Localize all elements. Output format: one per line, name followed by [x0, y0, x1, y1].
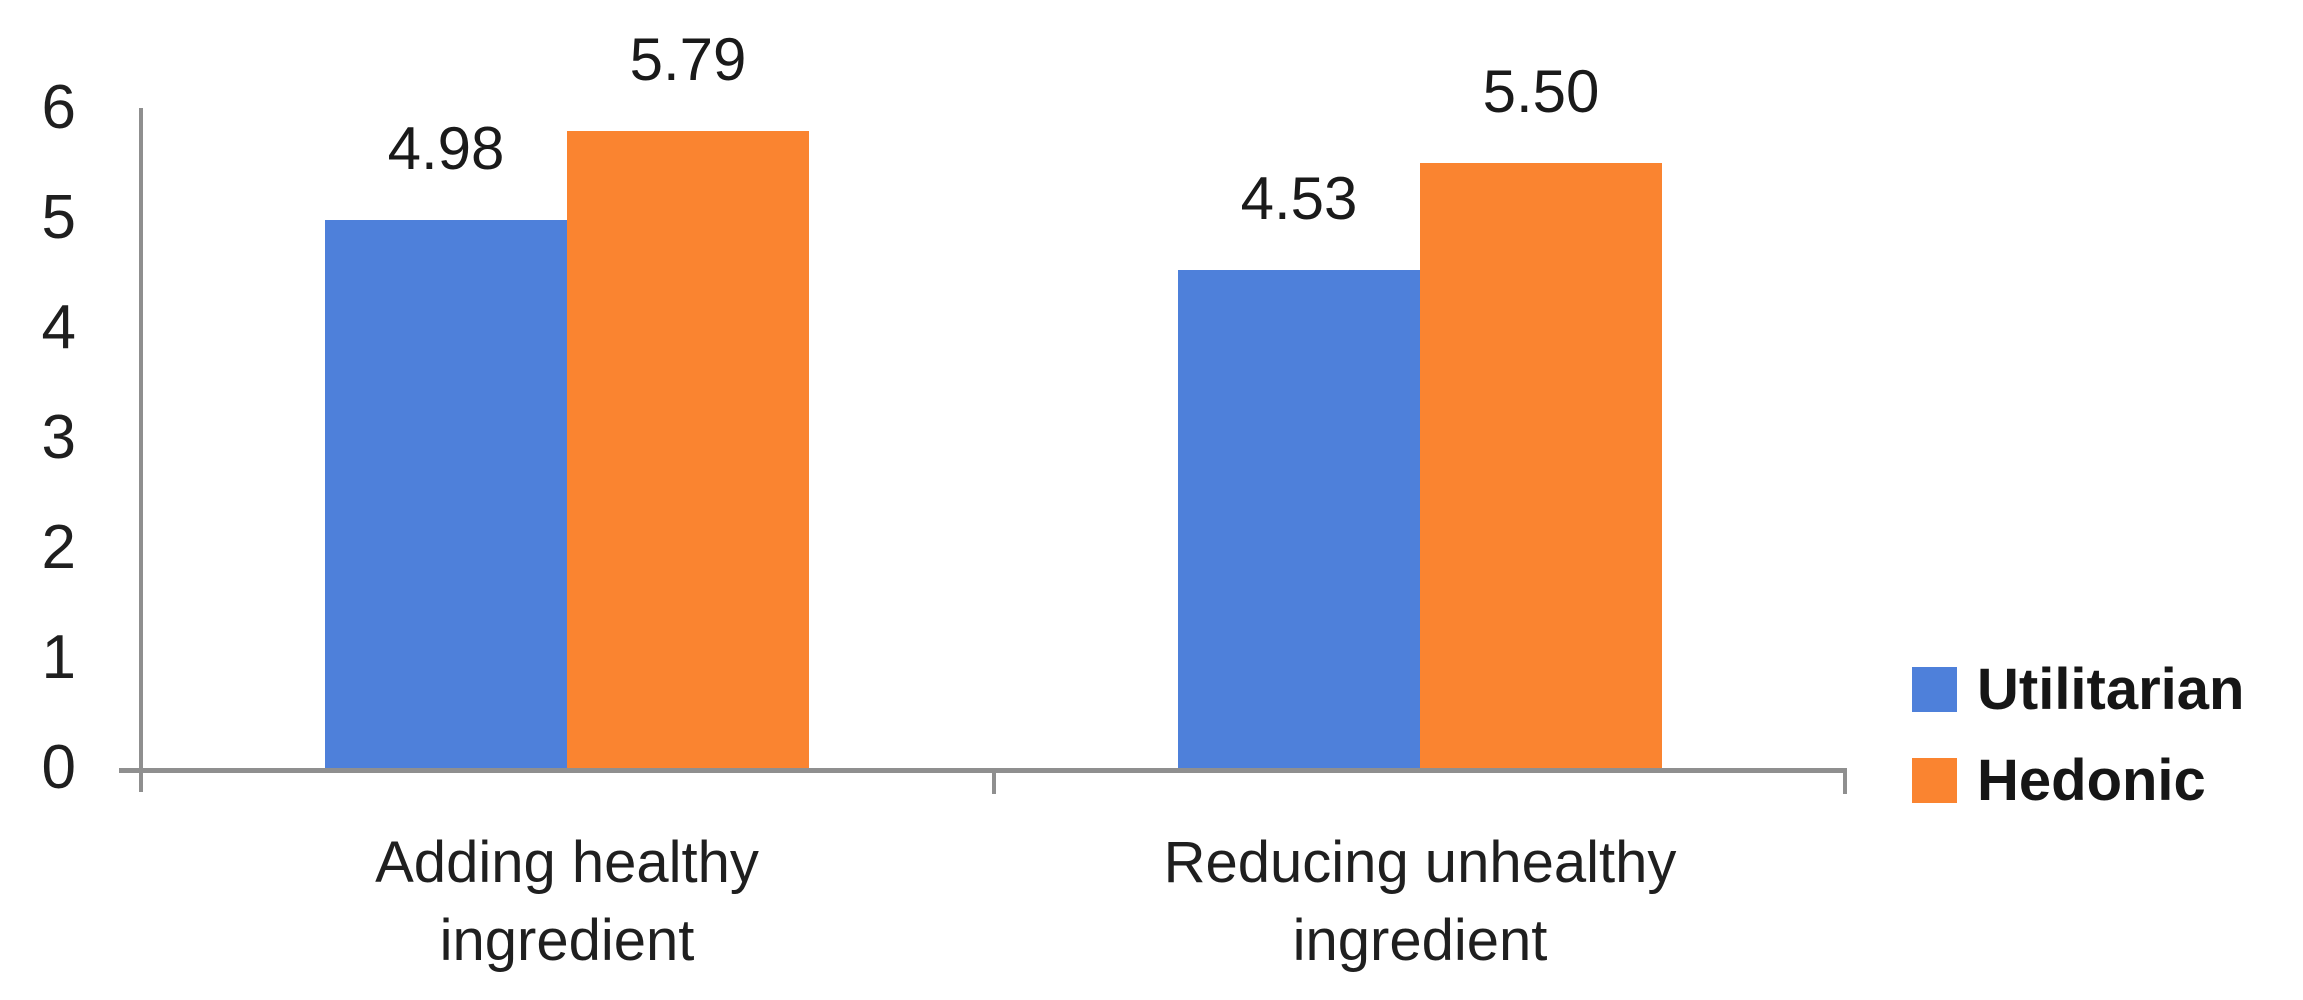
x-axis-tick: [992, 768, 996, 794]
legend-label: Utilitarian: [1977, 656, 2245, 722]
y-axis-tick-label: 6: [41, 73, 76, 142]
value-label-utilitarian-group1: 4.98: [387, 115, 505, 182]
y-axis-tick-label: 4: [41, 293, 76, 362]
y-axis-tick-label: 2: [41, 513, 76, 582]
legend-swatch-hedonic: [1912, 757, 1957, 803]
x-axis-tick: [1843, 768, 1847, 794]
legend-label: Hedonic: [1977, 747, 2206, 813]
value-label-hedonic-group2: 5.50: [1482, 58, 1600, 125]
value-label-utilitarian-group2: 4.53: [1240, 165, 1358, 232]
category-label: Reducing unhealthy ingredient: [1163, 830, 1677, 973]
y-axis-tick-label: 5: [41, 183, 76, 252]
y-axis-tick-label: 0: [41, 733, 76, 802]
y-axis-tick-label: 3: [41, 403, 76, 472]
value-label-hedonic-group1: 5.79: [629, 26, 747, 93]
x-axis-line: [119, 768, 1847, 773]
legend-item-utilitarian: Utilitarian: [1912, 655, 2245, 723]
bar-hedonic-group1: [567, 131, 809, 768]
legend-swatch-utilitarian: [1912, 666, 1957, 712]
bar-utilitarian-group2: [1178, 270, 1420, 768]
category-label: Adding healthy ingredient: [375, 830, 759, 973]
y-axis-line: [139, 108, 143, 792]
bar-utilitarian-group1: [325, 220, 567, 768]
y-axis-tick-label: 1: [41, 623, 76, 692]
bar-hedonic-group2: [1420, 163, 1662, 768]
legend-item-hedonic: Hedonic: [1912, 746, 2206, 814]
